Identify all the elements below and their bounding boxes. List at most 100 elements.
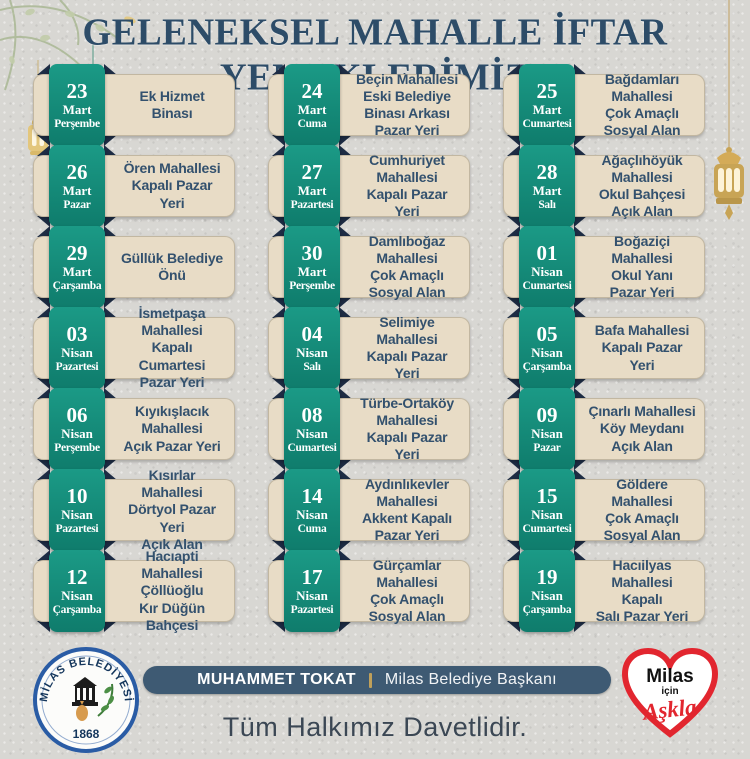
ribbon-fold	[272, 550, 285, 561]
ribbon-fold	[37, 145, 50, 156]
ribbon-fold	[339, 459, 352, 470]
hanging-lantern	[705, 0, 750, 230]
ribbon-fold	[574, 540, 587, 551]
date-day: 24	[301, 79, 323, 104]
date-weekday: Pazartesi	[55, 522, 99, 535]
location-text: Güllük Belediye Önü	[120, 249, 224, 283]
amphora-icon	[76, 705, 88, 721]
heart-line1: Milas	[646, 666, 694, 687]
ribbon-fold	[104, 550, 117, 561]
ribbon-fold	[37, 216, 50, 227]
date-badge: 04 Nisan Salı	[284, 307, 340, 389]
date-month: Mart	[532, 183, 562, 199]
ribbon-fold	[339, 550, 352, 561]
location-text: Gürçamlar Mahallesi Çok Amaçlı Sosyal Al…	[368, 556, 446, 625]
date-day: 03	[66, 322, 88, 347]
date-badge: 17 Nisan Pazartesi	[284, 550, 340, 632]
ribbon-fold	[507, 550, 520, 561]
location-plate: Ağaçlıhöyük Mahallesi Okul Bahçesi Açık …	[503, 152, 705, 219]
ribbon-fold	[37, 378, 50, 389]
ribbon-fold	[104, 145, 117, 156]
date-day: 14	[301, 484, 323, 509]
heart-line3: Aşkla	[640, 694, 698, 725]
date-badge: 09 Nisan Pazar	[519, 388, 575, 470]
date-month: Mart	[62, 102, 92, 118]
date-badge: 14 Nisan Cuma	[284, 469, 340, 551]
date-month: Nisan	[61, 588, 93, 604]
ribbon-fold	[37, 388, 50, 399]
date-badge: 19 Nisan Çarşamba	[519, 550, 575, 632]
ribbon-fold	[574, 621, 587, 632]
date-badge: 10 Nisan Pazartesi	[49, 469, 105, 551]
ribbon-fold	[507, 297, 520, 308]
ribbon-fold	[104, 64, 117, 75]
date-badge: 05 Nisan Çarşamba	[519, 307, 575, 389]
ribbon-fold	[507, 216, 520, 227]
date-weekday: Pazartesi	[290, 198, 334, 211]
municipality-logo: MİLAS BELEDİYESİ 1868	[32, 646, 140, 759]
date-day: 05	[536, 322, 558, 347]
ribbon-fold	[37, 226, 50, 237]
ribbon-fold	[507, 621, 520, 632]
ribbon-fold	[507, 145, 520, 156]
ribbon-fold	[339, 378, 352, 389]
location-text: Damlıboğaz Mahallesi Çok Amaçlı Sosyal A…	[368, 232, 446, 301]
date-month: Nisan	[61, 345, 93, 361]
date-badge: 28 Mart Salı	[519, 145, 575, 227]
date-day: 10	[66, 484, 88, 509]
location-text: Selimiye Mahallesi Kapalı Pazar Yeri	[366, 313, 448, 382]
ribbon-fold	[507, 64, 520, 75]
ribbon-fold	[104, 540, 117, 551]
ribbon-fold	[574, 145, 587, 156]
ribbon-fold	[574, 216, 587, 227]
ribbon-fold	[574, 469, 587, 480]
location-text: Göldere Mahallesi Çok Amaçlı Sosyal Alan	[603, 475, 681, 544]
date-weekday: Perşembe	[54, 441, 100, 454]
ribbon-fold	[272, 378, 285, 389]
date-weekday: Çarşamba	[52, 279, 102, 292]
ribbon-fold	[104, 621, 117, 632]
location-text: İsmetpaşa Mahallesi Kapalı Cumartesi Paz…	[138, 305, 206, 390]
ribbon-fold	[272, 135, 285, 146]
ribbon-fold	[272, 540, 285, 551]
ribbon-fold	[272, 226, 285, 237]
location-text: Bafa Mahallesi Kapalı Pazar Yeri	[594, 322, 690, 373]
ribbon-fold	[339, 621, 352, 632]
ribbon-fold	[104, 216, 117, 227]
ribbon-fold	[37, 550, 50, 561]
date-day: 06	[66, 403, 88, 428]
date-day: 23	[66, 79, 88, 104]
ribbon-fold	[507, 459, 520, 470]
ribbon-fold	[339, 64, 352, 75]
date-badge: 25 Mart Cumartesi	[519, 64, 575, 146]
ribbon-fold	[272, 469, 285, 480]
ribbon-fold	[574, 550, 587, 561]
ribbon-fold	[339, 226, 352, 237]
ribbon-fold	[507, 388, 520, 399]
date-day: 26	[66, 160, 88, 185]
ribbon-fold	[37, 297, 50, 308]
date-weekday: Çarşamba	[52, 603, 102, 616]
ribbon-fold	[339, 135, 352, 146]
schedule-cell: Bağdamları Mahallesi Çok Amaçlı Sosyal A…	[503, 64, 705, 146]
location-text: Bağdamları Mahallesi Çok Amaçlı Sosyal A…	[603, 70, 681, 139]
date-month: Mart	[62, 264, 92, 280]
ribbon-fold	[37, 469, 50, 480]
date-weekday: Cumartesi	[522, 522, 572, 535]
date-weekday: Pazar	[63, 198, 91, 211]
schedule-cell: İsmetpaşa Mahallesi Kapalı Cumartesi Paz…	[33, 305, 235, 390]
location-text: Kısırlar Mahallesi Dörtyol Pazar Yeri Aç…	[128, 467, 216, 552]
monument-icon	[72, 677, 98, 706]
date-month: Nisan	[531, 426, 563, 442]
location-text: Cumhuriyet Mahallesi Kapalı Pazar Yeri	[366, 151, 448, 220]
ribbon-fold	[272, 307, 285, 318]
date-weekday: Cumartesi	[522, 279, 572, 292]
date-badge: 30 Mart Perşembe	[284, 226, 340, 308]
date-day: 29	[66, 241, 88, 266]
ribbon-fold	[507, 307, 520, 318]
date-weekday: Salı	[303, 360, 321, 373]
mayor-banner: MUHAMMET TOKAT Milas Belediye Başkanı	[143, 666, 611, 694]
ribbon-fold	[339, 540, 352, 551]
mayor-title: Milas Belediye Başkanı	[384, 671, 557, 688]
date-badge: 08 Nisan Cumartesi	[284, 388, 340, 470]
